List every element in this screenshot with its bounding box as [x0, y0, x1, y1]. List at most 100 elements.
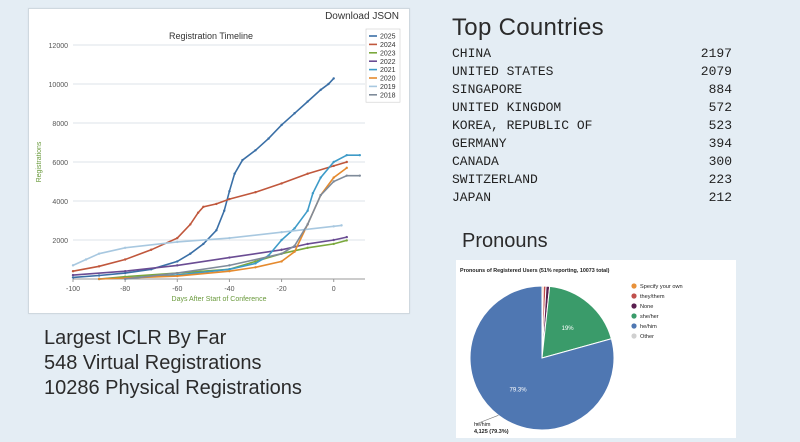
stats-physical: 10286 Physical Registrations	[44, 377, 302, 399]
data-point-2018	[319, 193, 322, 197]
top-countries-title: Top Countries	[452, 14, 604, 41]
country-name: CANADA	[452, 154, 499, 169]
legend-label-2025: 2025	[380, 34, 396, 41]
data-point-2025	[241, 158, 244, 162]
data-point-2025	[319, 88, 322, 92]
pie-title: Pronouns of Registered Users (51% report…	[460, 268, 610, 274]
registration-timeline-chart: Registration Timeline 2000 4000 6000 8000 100…	[36, 28, 401, 303]
data-point-2021	[311, 192, 315, 195]
registration-stats: Largest ICLR By Far 548 Virtual Registra…	[44, 326, 302, 401]
legend-dot-they-them	[631, 293, 637, 299]
country-name: SWITZERLAND	[452, 172, 538, 187]
country-name: GERMANY	[452, 136, 507, 151]
download-json-link[interactable]: Download JSON	[325, 11, 399, 22]
y-tick-label: 8000	[52, 121, 68, 128]
data-point-2020	[293, 250, 296, 253]
data-point-2023	[306, 246, 309, 249]
data-point-2022	[332, 238, 335, 242]
data-point-2022	[306, 242, 309, 246]
data-point-2025	[228, 190, 231, 193]
country-count: 394	[708, 136, 732, 151]
legend-label-2023: 2023	[380, 50, 396, 57]
data-point-2024	[71, 270, 75, 273]
pie-slice-she-her	[541, 285, 613, 359]
country-row: UNITED STATES 2079	[452, 64, 742, 82]
data-point-2018	[358, 174, 361, 177]
data-point-2019	[71, 264, 75, 267]
registration-timeline-panel: Registration Timeline 2000 4000 6000 8000 100…	[28, 8, 410, 314]
data-point-2024	[228, 197, 231, 201]
data-point-2018	[345, 174, 348, 177]
data-point-2025	[71, 276, 75, 279]
data-point-2025	[280, 123, 283, 127]
legend-dot-she-her	[631, 313, 637, 319]
country-name: KOREA, REPUBLIC OF	[452, 118, 593, 133]
callout-value: 4,125 (79.3%)	[474, 429, 509, 435]
series-line-2020	[99, 167, 348, 280]
country-row: SINGAPORE 884	[452, 82, 742, 100]
data-point-2019	[228, 236, 231, 240]
data-point-2024	[202, 205, 205, 209]
country-count: 523	[708, 118, 732, 133]
country-count: 2079	[700, 64, 732, 79]
data-point-2024	[332, 164, 335, 168]
data-point-2021	[293, 227, 296, 230]
pie-data-label: 79.3%	[510, 388, 528, 394]
callout-label: he/him	[474, 422, 491, 428]
country-row: SWITZERLAND 223	[452, 172, 742, 190]
data-point-2020	[97, 277, 101, 281]
stats-virtual: 548 Virtual Registrations	[44, 352, 262, 374]
data-point-2024	[215, 202, 218, 206]
country-row: JAPAN 212	[452, 190, 742, 208]
data-point-2025	[254, 149, 257, 152]
data-point-2019	[280, 231, 283, 234]
legend-label-2024: 2024	[380, 42, 396, 49]
legend-label: None	[640, 304, 653, 310]
legend-dot-specify-your-own	[631, 283, 637, 289]
x-tick-label: -80	[120, 286, 130, 293]
x-axis-label: Days After Start of Conference	[172, 296, 267, 303]
legend-label-2018: 2018	[380, 92, 396, 99]
data-point-2022	[176, 264, 179, 267]
data-point-2018	[176, 271, 179, 275]
data-point-2024	[306, 172, 309, 175]
legend-label-2020: 2020	[380, 76, 396, 83]
data-point-2019	[123, 246, 127, 249]
x-tick-label: -40	[224, 286, 234, 293]
data-point-2018	[228, 264, 231, 267]
legend-label-2021: 2021	[380, 67, 396, 74]
data-point-2021	[280, 238, 283, 242]
data-point-2019	[340, 224, 343, 227]
data-point-2025	[215, 229, 218, 232]
stats-headline: Largest ICLR By Far	[44, 327, 227, 349]
data-point-2025	[327, 82, 330, 86]
country-name: CHINA	[452, 46, 492, 61]
data-point-2022	[280, 248, 283, 251]
y-tick-label: 6000	[52, 160, 68, 167]
pie-slice-he-him	[469, 285, 615, 431]
data-point-2020	[254, 266, 257, 269]
series-line-2024	[72, 161, 348, 272]
y-tick-label: 4000	[52, 199, 68, 206]
country-name: UNITED KINGDOM	[452, 100, 562, 115]
legend-label: he/him	[640, 324, 657, 330]
y-tick-label: 12000	[49, 43, 69, 50]
country-row: CHINA 2197	[452, 46, 742, 64]
data-point-2022	[228, 256, 231, 259]
data-point-2025	[293, 112, 296, 115]
legend-label: she/her	[640, 314, 659, 320]
data-point-2023	[345, 239, 348, 242]
data-point-2021	[332, 160, 335, 164]
country-count: 2197	[700, 46, 732, 61]
pronouns-title: Pronouns	[462, 230, 548, 252]
country-count: 223	[708, 172, 732, 187]
legend-dot-none	[631, 303, 637, 309]
data-point-2021	[358, 153, 361, 157]
legend-label-2019: 2019	[380, 84, 396, 91]
country-count: 884	[708, 82, 732, 97]
country-row: UNITED KINGDOM 572	[452, 100, 742, 118]
data-point-2024	[196, 211, 200, 214]
legend-label-2022: 2022	[380, 59, 396, 66]
data-point-2024	[176, 236, 179, 240]
data-point-2023	[332, 242, 335, 246]
